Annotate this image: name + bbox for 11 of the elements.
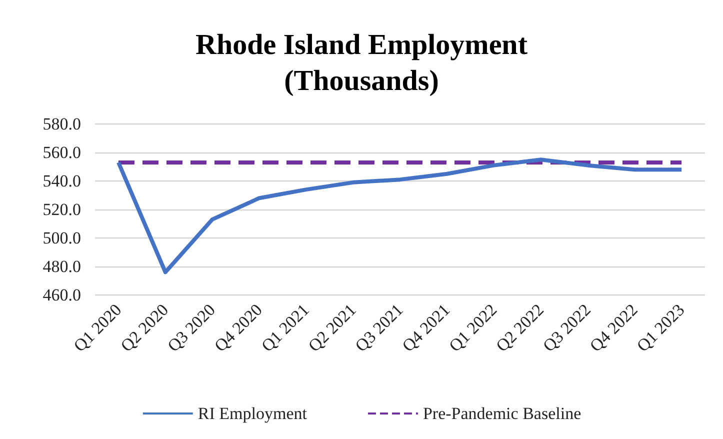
legend-label: Pre-Pandemic Baseline [422, 404, 582, 423]
y-tick-label: 520.0 [42, 200, 81, 219]
y-tick-label: 480.0 [42, 257, 81, 276]
legend-label: RI Employment [198, 404, 308, 423]
y-tick-label: 460.0 [42, 286, 81, 304]
line-series [116, 158, 684, 274]
y-tick-label: 540.0 [42, 172, 81, 190]
y-tick-label: 560.0 [42, 143, 81, 162]
y-tick-label: 580.0 [42, 114, 81, 134]
chart-title: Rhode Island Employment (Thousands) [196, 29, 528, 97]
y-tick-label: 500.0 [42, 228, 81, 248]
